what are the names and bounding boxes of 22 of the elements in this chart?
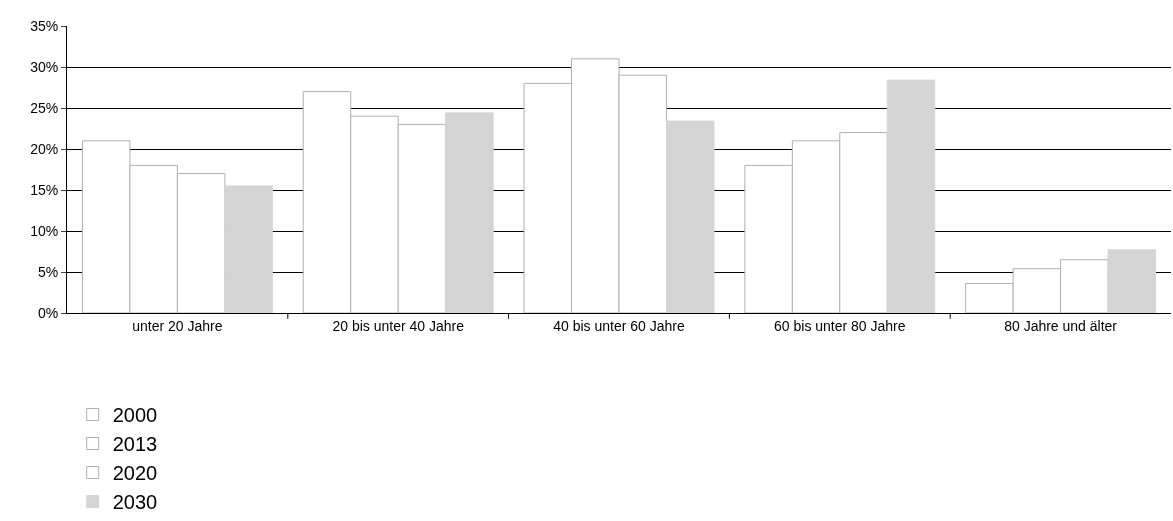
bar [224, 185, 273, 313]
y-tick-label: 20% [30, 140, 59, 157]
y-tick-label: 30% [30, 58, 59, 75]
x-tick-label: 40 bis unter 60 Jahre [553, 317, 685, 334]
bar [886, 79, 936, 313]
bar [445, 112, 494, 313]
x-tick-label: 60 bis unter 80 Jahre [774, 317, 906, 334]
bar [1107, 249, 1157, 313]
y-tick-label: 25% [30, 99, 59, 116]
y-tick-label: 35% [30, 17, 59, 34]
bar [665, 120, 715, 313]
y-tick-label: 15% [30, 181, 59, 198]
y-tick-label: 5% [37, 263, 59, 280]
legend-label: 2030 [112, 491, 158, 514]
x-tick-label: 20 bis unter 40 Jahre [332, 317, 465, 334]
x-tick-label: 80 Jahre und älter [1004, 317, 1118, 334]
legend-label: 2013 [112, 433, 158, 456]
legend-label: 2000 [112, 404, 158, 427]
y-tick-label: 10% [30, 222, 59, 239]
legend-label: 2020 [112, 462, 158, 485]
x-tick-label: unter 20 Jahre [132, 317, 223, 334]
y-tick-label: 0% [37, 304, 59, 321]
